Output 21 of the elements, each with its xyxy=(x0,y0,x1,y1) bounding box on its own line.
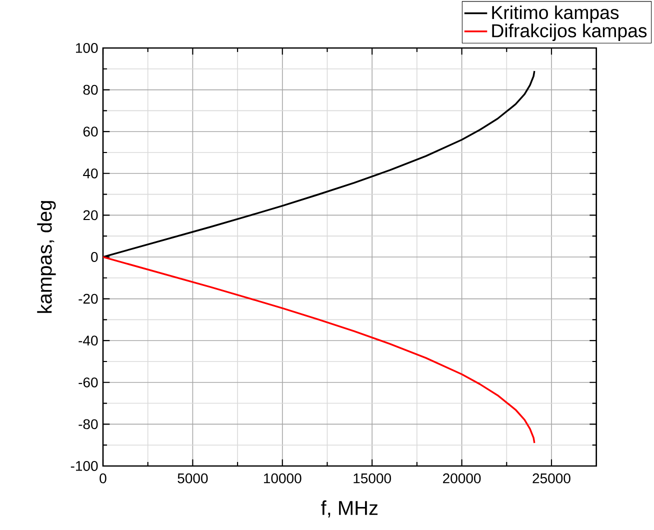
y-tick-label: -80 xyxy=(78,419,98,430)
y-tick-label: 0 xyxy=(91,252,98,262)
x-tick-label: 15000 xyxy=(354,473,391,484)
y-tick-label: 20 xyxy=(83,210,98,220)
x-tick-label: 0 xyxy=(100,473,106,484)
y-tick-label: -40 xyxy=(78,336,98,346)
x-tick-label: 20000 xyxy=(443,473,481,484)
y-tick-label: -20 xyxy=(78,294,98,304)
x-tick-label: 5000 xyxy=(178,473,208,484)
y-tick-label: -60 xyxy=(78,377,98,388)
x-axis-title: f, MHz xyxy=(321,500,378,518)
y-tick-label: 60 xyxy=(83,126,98,137)
y-tick-label: 40 xyxy=(83,168,98,178)
y-tick-label: -100 xyxy=(70,461,98,471)
legend-label: Difrakcijos kampas xyxy=(492,24,647,42)
legend-label: Kritimo kampas xyxy=(492,5,619,23)
x-tick-label: 10000 xyxy=(264,473,302,484)
y-tick-label: 100 xyxy=(76,43,98,53)
y-tick-label: 80 xyxy=(83,84,98,95)
x-tick-label: 25000 xyxy=(532,473,570,484)
y-axis-title: kampas, deg xyxy=(37,201,56,313)
